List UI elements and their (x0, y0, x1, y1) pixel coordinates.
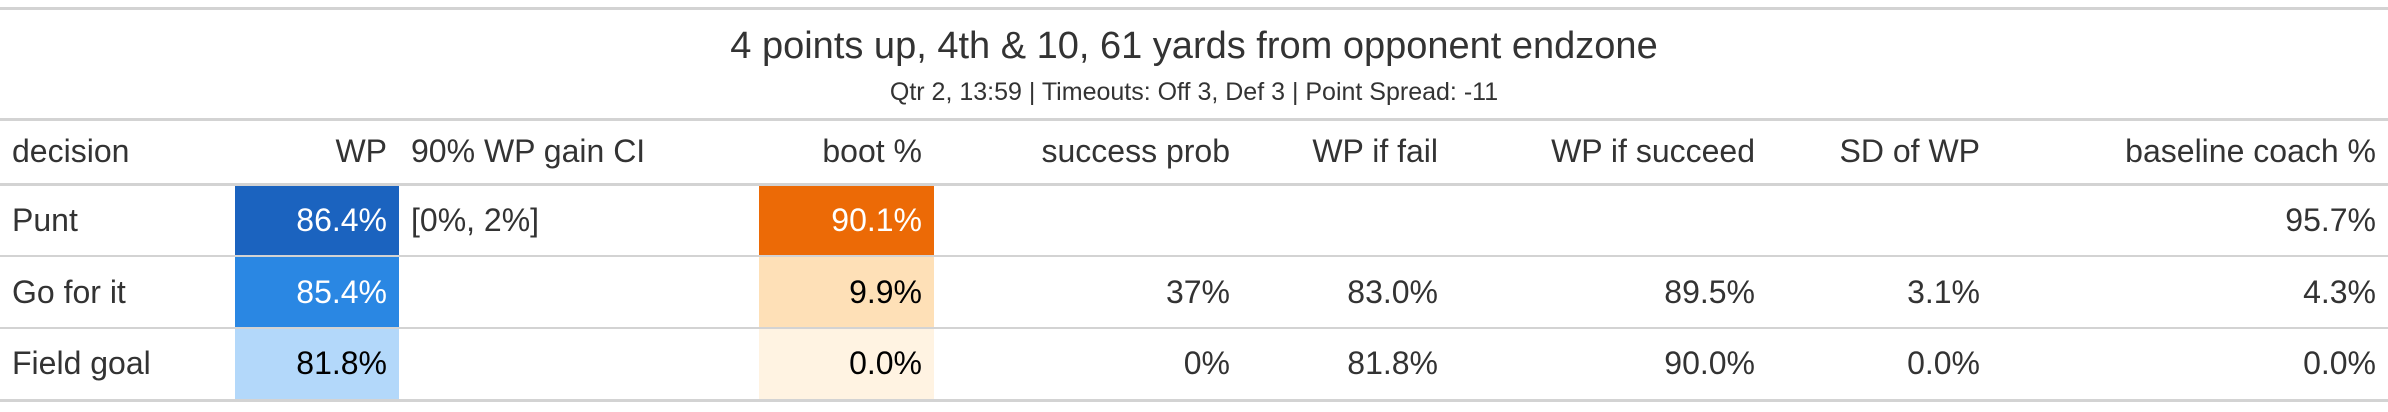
cell-wp-fail: 81.8% (1242, 328, 1450, 402)
cell-decision: Go for it (0, 256, 235, 329)
cell-wp-succeed (1450, 184, 1767, 257)
col-header-wp-succeed: WP if succeed (1450, 121, 1767, 186)
cell-wp-fail: 83.0% (1242, 256, 1450, 329)
top-rule (0, 7, 2388, 10)
col-header-wp-fail: WP if fail (1242, 121, 1450, 186)
cell-decision: Punt (0, 184, 235, 257)
cell-wp: 85.4% (235, 256, 399, 329)
cell-baseline: 0.0% (1992, 328, 2388, 402)
cell-boot: 0.0% (759, 328, 934, 402)
cell-wp-succeed: 89.5% (1450, 256, 1767, 329)
cell-boot: 90.1% (759, 184, 934, 257)
header-rule (0, 118, 2388, 121)
cell-success-prob: 0% (934, 328, 1242, 402)
cell-sd: 0.0% (1767, 328, 1992, 402)
cell-decision: Field goal (0, 328, 235, 402)
cell-ci: [0%, 2%] (399, 184, 759, 257)
header-row: decision WP 90% WP gain CI boot % succes… (0, 121, 2388, 186)
cell-wp-succeed: 90.0% (1450, 328, 1767, 402)
col-header-boot: boot % (759, 121, 934, 186)
col-header-success-prob: success prob (934, 121, 1242, 186)
table-title: 4 points up, 4th & 10, 61 yards from opp… (730, 25, 1658, 67)
data-grid: decision WP 90% WP gain CI boot % succes… (0, 121, 2388, 402)
cell-baseline: 95.7% (1992, 184, 2388, 257)
table-row-punt: Punt 86.4% [0%, 2%] 90.1% 95.7% (0, 184, 2388, 257)
cell-baseline: 4.3% (1992, 256, 2388, 329)
cell-success-prob (934, 184, 1242, 257)
col-header-baseline: baseline coach % (1992, 121, 2388, 186)
cell-ci (399, 256, 759, 329)
cell-wp-fail (1242, 184, 1450, 257)
col-header-ci: 90% WP gain CI (399, 121, 759, 186)
cell-wp: 86.4% (235, 184, 399, 257)
table-row-go-for-it: Go for it 85.4% 9.9% 37% 83.0% 89.5% 3.1… (0, 256, 2388, 329)
cell-wp: 81.8% (235, 328, 399, 402)
cell-ci (399, 328, 759, 402)
cell-success-prob: 37% (934, 256, 1242, 329)
cell-sd: 3.1% (1767, 256, 1992, 329)
col-header-sd: SD of WP (1767, 121, 1992, 186)
cell-boot: 9.9% (759, 256, 934, 329)
table-subtitle: Qtr 2, 13:59 | Timeouts: Off 3, Def 3 | … (889, 78, 1499, 106)
col-header-decision: decision (0, 121, 235, 186)
table-row-field-goal: Field goal 81.8% 0.0% 0% 81.8% 90.0% 0.0… (0, 328, 2388, 402)
col-header-wp: WP (235, 121, 399, 186)
cell-sd (1767, 184, 1992, 257)
